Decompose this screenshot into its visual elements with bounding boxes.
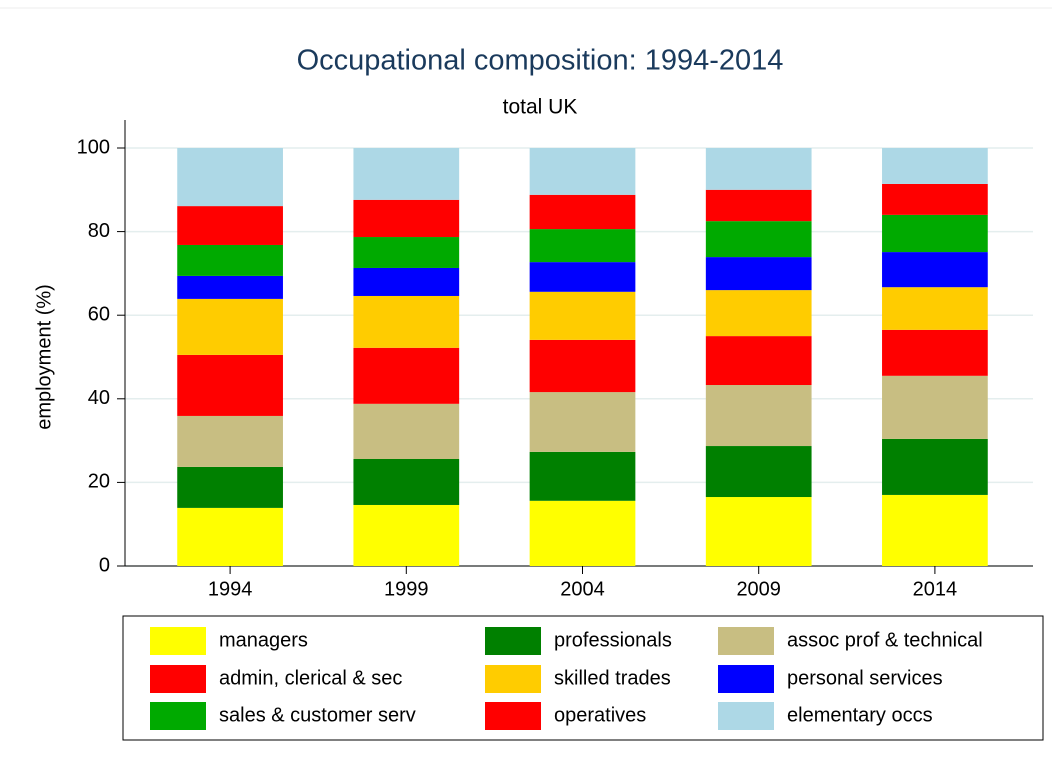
bar-segment xyxy=(353,237,460,268)
bar-segment xyxy=(177,466,283,508)
legend-swatch xyxy=(485,702,541,730)
bar-segment xyxy=(882,329,988,376)
y-tick-label: 40 xyxy=(88,387,110,409)
legend-label: skilled trades xyxy=(554,667,671,689)
bar-segment xyxy=(705,385,812,447)
legend-label: personal services xyxy=(787,667,943,689)
bar-segment xyxy=(529,262,636,292)
bar-segment xyxy=(529,392,636,452)
bar-segment xyxy=(177,298,283,355)
bar-segment xyxy=(529,291,636,340)
bar-segment xyxy=(529,339,636,393)
legend-swatch xyxy=(150,627,206,655)
bar-segment xyxy=(177,148,283,207)
legend-label: assoc prof & technical xyxy=(787,629,983,651)
legend-swatch xyxy=(485,627,541,655)
legend-label: managers xyxy=(219,629,308,651)
bar-segment xyxy=(529,148,636,195)
legend-swatch xyxy=(485,665,541,693)
legend-swatch xyxy=(718,665,774,693)
bar-segment xyxy=(177,415,283,467)
bar-segment xyxy=(529,500,636,566)
y-tick-label: 60 xyxy=(88,303,110,325)
bar-segment xyxy=(705,221,812,258)
chart-title: Occupational composition: 1994-2014 xyxy=(297,45,784,77)
legend-label: sales & customer serv xyxy=(219,704,416,726)
y-tick-label: 20 xyxy=(88,471,110,493)
legend-swatch xyxy=(718,702,774,730)
bar-segment xyxy=(705,497,812,566)
legend-label: elementary occs xyxy=(787,704,933,726)
bar-segment xyxy=(529,451,636,501)
bar-segment xyxy=(882,438,988,495)
legend-swatch xyxy=(150,702,206,730)
bar-segment xyxy=(882,494,988,566)
bar-segment xyxy=(529,229,636,263)
y-tick-label: 0 xyxy=(99,554,110,576)
bar-segment xyxy=(353,199,460,238)
bar-segment xyxy=(353,403,460,459)
legend-label: admin, clerical & sec xyxy=(219,667,402,689)
bar-segment xyxy=(177,354,283,416)
bar-segment xyxy=(882,148,988,184)
x-tick-label: 2009 xyxy=(736,578,781,600)
bar-segment xyxy=(882,375,988,439)
bar-segment xyxy=(705,189,812,222)
bar-segment xyxy=(353,504,460,566)
bar-segment xyxy=(353,267,460,296)
legend-label: operatives xyxy=(554,704,646,726)
bar-segment xyxy=(177,244,283,276)
bar-segment xyxy=(882,183,988,215)
bar-segment xyxy=(529,194,636,230)
chart-subtitle: total UK xyxy=(503,96,578,119)
bar-segment xyxy=(882,287,988,330)
bar-segment xyxy=(353,295,460,348)
y-axis-label: employment (%) xyxy=(33,284,55,430)
x-tick-label: 1994 xyxy=(208,578,253,600)
bar-segment xyxy=(882,252,988,288)
bar-segment xyxy=(177,206,283,245)
bar-segment xyxy=(705,257,812,291)
x-tick-label: 2014 xyxy=(913,578,958,600)
bar-segment xyxy=(353,347,460,404)
y-tick-label: 100 xyxy=(77,136,110,158)
legend-swatch xyxy=(150,665,206,693)
y-tick-label: 80 xyxy=(88,220,110,242)
x-tick-label: 2004 xyxy=(560,578,605,600)
bar-segment xyxy=(705,290,812,337)
legend-label: professionals xyxy=(554,629,672,651)
legend-box xyxy=(122,615,1044,741)
legend-swatch xyxy=(718,627,774,655)
bar-segment xyxy=(882,214,988,253)
bar-segment xyxy=(177,507,283,566)
bar-segment xyxy=(177,275,283,299)
bar-segment xyxy=(705,446,812,498)
bar-segment xyxy=(353,148,460,200)
bar-segment xyxy=(705,336,812,386)
bar-segment xyxy=(353,458,460,505)
x-tick-label: 1999 xyxy=(384,578,429,600)
bar-segment xyxy=(705,148,812,190)
